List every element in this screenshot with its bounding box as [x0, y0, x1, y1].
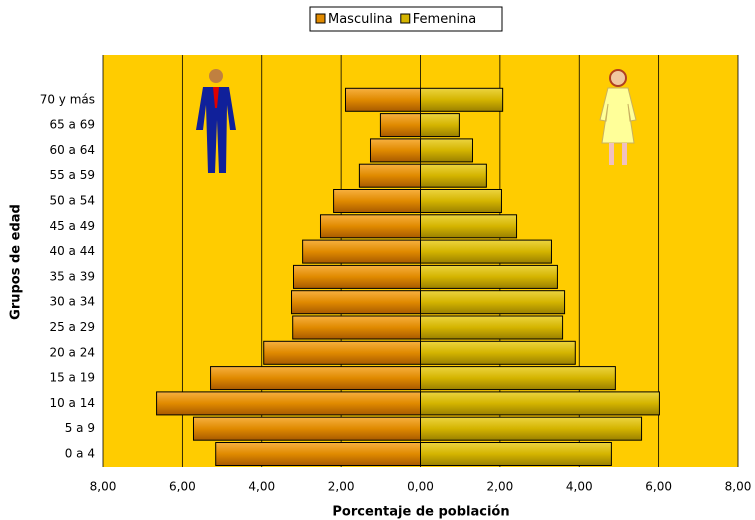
x-tick-label: 0,00	[407, 480, 434, 494]
y-tick-label: 5 a 9	[65, 421, 95, 435]
bar	[421, 240, 552, 263]
y-tick-label: 20 a 24	[49, 345, 95, 359]
chart: Masculina Femenina Porcentaje de població…	[0, 0, 755, 520]
legend-label: Femenina	[413, 12, 476, 27]
bar	[370, 139, 420, 162]
bar	[421, 190, 502, 213]
bar	[380, 114, 420, 137]
y-tick-label: 10 a 14	[49, 396, 95, 410]
bar	[421, 88, 503, 111]
x-tick-label: 2,00	[328, 480, 355, 494]
x-tick-label: 4,00	[566, 480, 593, 494]
bar	[292, 291, 421, 314]
bar	[421, 341, 576, 364]
bar	[359, 164, 420, 187]
x-tick-label: 2,00	[487, 480, 514, 494]
y-tick-label: 40 a 44	[49, 244, 95, 258]
y-axis-title: Grupos de edad	[9, 204, 24, 320]
y-tick-label: 50 a 54	[49, 194, 95, 208]
bar	[421, 291, 565, 314]
y-tick-label: 15 a 19	[49, 371, 95, 385]
y-tick-label: 55 a 59	[49, 168, 95, 182]
bar	[211, 367, 421, 390]
bar	[421, 114, 460, 137]
y-tick-label: 45 a 49	[49, 219, 95, 233]
y-tick-label: 60 a 64	[49, 143, 95, 157]
bar	[421, 443, 612, 466]
legend-swatch	[316, 14, 325, 23]
x-tick-label: 8,00	[725, 480, 752, 494]
bar	[157, 392, 421, 415]
y-tick-label: 30 a 34	[49, 295, 95, 309]
y-tick-label: 35 a 39	[49, 269, 95, 283]
bar	[264, 341, 421, 364]
bar	[421, 164, 487, 187]
bar	[421, 215, 517, 238]
y-tick-label: 25 a 29	[49, 320, 95, 334]
bar	[421, 265, 558, 288]
x-axis-title: Porcentaje de población	[332, 505, 509, 520]
bar	[216, 443, 421, 466]
bar	[334, 190, 421, 213]
bar	[345, 88, 420, 111]
x-tick-label: 4,00	[248, 480, 275, 494]
bar	[293, 316, 421, 339]
x-tick-label: 8,00	[90, 480, 117, 494]
bar	[421, 139, 473, 162]
bar	[294, 265, 421, 288]
y-tick-label: 65 a 69	[49, 118, 95, 132]
bar	[421, 316, 563, 339]
x-tick-label: 6,00	[645, 480, 672, 494]
bar	[421, 392, 660, 415]
x-tick-label: 6,00	[169, 480, 196, 494]
bar	[421, 367, 616, 390]
legend-swatch	[401, 14, 410, 23]
bar	[193, 417, 420, 440]
bar	[303, 240, 421, 263]
bar	[421, 417, 642, 440]
legend-label: Masculina	[328, 12, 393, 27]
y-tick-label: 0 a 4	[65, 447, 95, 461]
y-tick-label: 70 y más	[40, 92, 95, 106]
bar	[320, 215, 420, 238]
